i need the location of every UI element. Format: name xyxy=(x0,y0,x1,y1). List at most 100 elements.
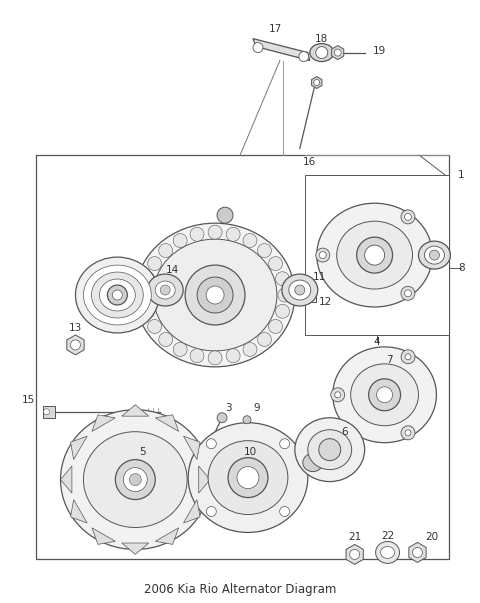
Circle shape xyxy=(115,459,155,499)
Polygon shape xyxy=(199,466,210,493)
Text: 20: 20 xyxy=(425,532,438,543)
Circle shape xyxy=(405,354,411,360)
Ellipse shape xyxy=(135,223,295,367)
Text: 12: 12 xyxy=(319,297,332,307)
Ellipse shape xyxy=(381,546,395,558)
Circle shape xyxy=(369,379,400,411)
Ellipse shape xyxy=(84,432,187,528)
Circle shape xyxy=(123,467,147,491)
Circle shape xyxy=(319,251,326,259)
Circle shape xyxy=(190,349,204,363)
Circle shape xyxy=(280,507,289,516)
Circle shape xyxy=(226,227,240,241)
Circle shape xyxy=(206,439,216,449)
Circle shape xyxy=(173,343,187,356)
Polygon shape xyxy=(183,436,200,459)
Circle shape xyxy=(357,237,393,273)
Polygon shape xyxy=(92,528,115,545)
Circle shape xyxy=(226,349,240,363)
Circle shape xyxy=(190,227,204,241)
Circle shape xyxy=(377,387,393,403)
Ellipse shape xyxy=(303,453,323,472)
Circle shape xyxy=(257,332,271,347)
Polygon shape xyxy=(71,436,87,459)
Text: 8: 8 xyxy=(458,263,465,273)
Text: 2006 Kia Rio Alternator Diagram: 2006 Kia Rio Alternator Diagram xyxy=(144,583,336,596)
Text: 19: 19 xyxy=(373,46,386,55)
Circle shape xyxy=(208,225,222,239)
Text: 17: 17 xyxy=(269,24,283,34)
Circle shape xyxy=(173,233,187,248)
Ellipse shape xyxy=(91,272,144,318)
Circle shape xyxy=(160,285,170,295)
Circle shape xyxy=(412,548,422,557)
Circle shape xyxy=(141,272,155,286)
Polygon shape xyxy=(122,543,149,554)
Circle shape xyxy=(319,439,341,461)
Circle shape xyxy=(401,210,415,224)
Bar xyxy=(43,406,55,418)
Text: 13: 13 xyxy=(69,323,82,333)
Text: 7: 7 xyxy=(386,355,393,365)
Text: 5: 5 xyxy=(139,447,145,456)
Bar xyxy=(36,156,449,560)
Circle shape xyxy=(206,507,216,516)
Circle shape xyxy=(148,320,162,333)
Text: 18: 18 xyxy=(315,34,328,43)
Circle shape xyxy=(299,52,309,62)
Circle shape xyxy=(206,286,224,304)
Circle shape xyxy=(430,250,439,260)
Circle shape xyxy=(138,288,152,302)
Polygon shape xyxy=(60,466,72,493)
Polygon shape xyxy=(92,415,115,431)
Ellipse shape xyxy=(282,274,318,306)
Ellipse shape xyxy=(188,423,308,532)
Circle shape xyxy=(197,277,233,313)
Ellipse shape xyxy=(333,347,436,443)
Ellipse shape xyxy=(84,265,151,325)
Circle shape xyxy=(108,285,127,305)
Circle shape xyxy=(237,467,259,488)
Circle shape xyxy=(401,350,415,364)
Ellipse shape xyxy=(75,257,159,333)
Circle shape xyxy=(295,285,305,295)
Text: 11: 11 xyxy=(313,272,326,282)
Bar xyxy=(305,175,449,335)
Polygon shape xyxy=(346,545,363,564)
Circle shape xyxy=(316,248,330,262)
Ellipse shape xyxy=(155,281,175,299)
Circle shape xyxy=(405,213,411,220)
Circle shape xyxy=(276,305,289,318)
Text: 10: 10 xyxy=(243,447,256,456)
Circle shape xyxy=(112,290,122,300)
Polygon shape xyxy=(312,77,322,89)
Circle shape xyxy=(401,426,415,440)
Text: 2: 2 xyxy=(127,270,133,280)
Circle shape xyxy=(432,250,442,260)
Text: 3: 3 xyxy=(225,403,231,413)
Ellipse shape xyxy=(295,418,365,482)
Circle shape xyxy=(280,439,289,449)
Ellipse shape xyxy=(289,280,311,300)
Circle shape xyxy=(141,305,155,318)
Circle shape xyxy=(44,409,49,415)
Text: 4: 4 xyxy=(373,337,380,347)
Circle shape xyxy=(314,80,320,86)
Ellipse shape xyxy=(208,441,288,514)
Circle shape xyxy=(405,430,411,436)
Ellipse shape xyxy=(153,239,277,351)
Circle shape xyxy=(159,244,173,257)
Circle shape xyxy=(208,351,222,365)
Ellipse shape xyxy=(317,203,432,307)
Polygon shape xyxy=(332,46,344,60)
Circle shape xyxy=(253,43,263,52)
Text: 16: 16 xyxy=(303,157,316,167)
Text: 15: 15 xyxy=(22,395,35,405)
Ellipse shape xyxy=(376,541,399,563)
Circle shape xyxy=(243,233,257,248)
Circle shape xyxy=(129,473,141,485)
Polygon shape xyxy=(122,405,149,416)
Text: 21: 21 xyxy=(348,532,361,543)
Circle shape xyxy=(405,290,411,297)
Circle shape xyxy=(350,549,360,560)
